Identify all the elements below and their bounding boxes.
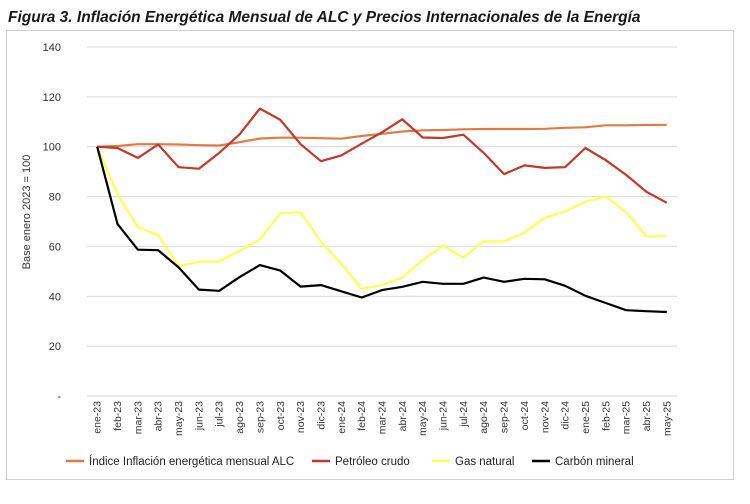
figure-title: Figura 3. Inflación Energética Mensual d… (8, 9, 641, 26)
x-tick-label: jul-24 (458, 401, 470, 428)
legend-label-gas-natural: Gas natural (455, 456, 514, 468)
x-tick-label: mar-24 (377, 401, 389, 434)
x-tick-label: jul-23 (214, 401, 226, 428)
x-tick-label: dic-23 (315, 401, 327, 430)
x-tick-label: oct-23 (275, 401, 287, 430)
x-tick-label: sep-24 (499, 401, 511, 433)
legend: Índice Inflación energética mensual ALC P… (66, 455, 634, 468)
x-tick-label: ago-23 (234, 401, 246, 434)
y-tick-label: 40 (49, 291, 61, 303)
x-tick-label: mar-25 (621, 401, 633, 434)
x-tick-label: abr-24 (397, 401, 409, 432)
y-tick-label: 60 (49, 241, 61, 253)
x-tick-label: abr-23 (153, 401, 165, 432)
y-tick-label: 100 (43, 142, 61, 154)
x-tick-label: may-23 (173, 401, 185, 436)
series-line-gas-natural (96, 146, 667, 290)
x-tick-label: oct-24 (519, 401, 531, 430)
x-tick-label: mar-23 (132, 401, 144, 434)
gridlines (87, 46, 677, 397)
x-tick-label: abr-25 (641, 401, 653, 432)
x-axis-ticks: ene-23 feb-23 mar-23 abr-23 may-23 jun-23 jul-… (92, 401, 674, 436)
x-tick-label: may-24 (417, 401, 429, 436)
y-tick-label: 80 (49, 192, 61, 204)
y-tick-label: - (57, 391, 61, 403)
x-tick-label: sep-23 (254, 401, 266, 433)
series-line-petroleo-crudo (97, 107, 668, 204)
x-tick-label: feb-24 (356, 401, 368, 431)
legend-label-petroleo-crudo: Petróleo crudo (335, 456, 410, 468)
y-tick-label: 20 (49, 341, 61, 353)
x-tick-label: ene-25 (580, 401, 592, 434)
series-lines (96, 107, 668, 314)
series-line-indice-inflacion-energetica-mensual-alc (97, 123, 667, 148)
x-tick-label: ene-23 (92, 401, 104, 434)
y-axis-label: Base enero 2023 = 100 (21, 155, 33, 270)
x-tick-label: dic-24 (560, 401, 572, 430)
x-tick-label: jun-24 (438, 401, 450, 431)
legend-label-carbon-mineral: Carbón mineral (555, 456, 634, 468)
x-tick-label: jun-23 (193, 401, 205, 431)
series-line-carbon-mineral (96, 146, 667, 314)
x-tick-label: nov-24 (539, 401, 551, 433)
y-tick-label: 120 (43, 92, 61, 104)
x-tick-label: feb-25 (600, 401, 612, 431)
x-tick-label: may-25 (661, 401, 673, 436)
x-tick-label: nov-23 (295, 401, 307, 433)
y-axis-ticks: - 20 40 60 80 100 120 140 (43, 42, 62, 403)
legend-label-indice-inflacion-energetica-mensual-alc: Índice Inflación energética mensual ALC (89, 455, 294, 468)
x-tick-label: ene-24 (336, 401, 348, 434)
y-tick-label: 140 (43, 42, 61, 54)
x-tick-label: feb-23 (112, 401, 124, 431)
x-tick-label: ago-24 (478, 401, 490, 434)
chart-frame (6, 30, 734, 480)
